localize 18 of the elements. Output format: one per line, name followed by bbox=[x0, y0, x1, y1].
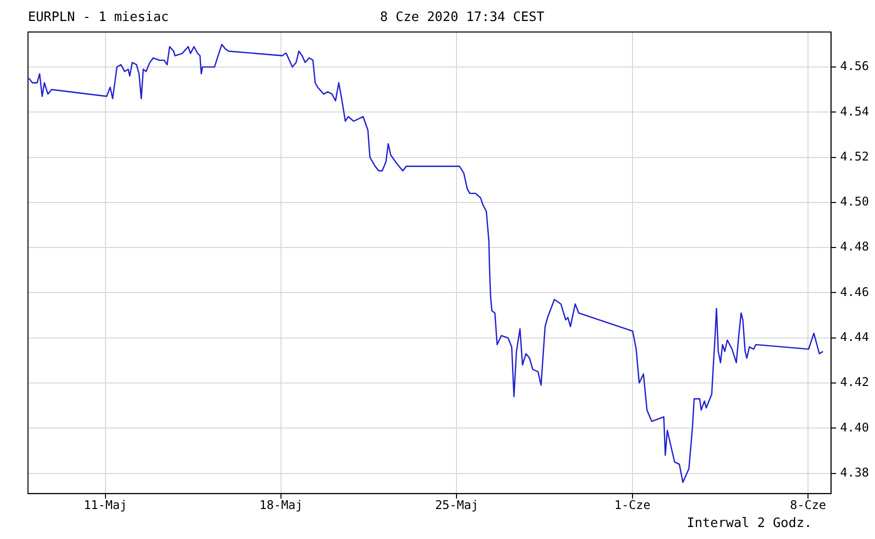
y-tick-label: 4.46 bbox=[840, 284, 870, 299]
y-tick-label: 4.56 bbox=[840, 59, 870, 74]
y-tick-label: 4.50 bbox=[840, 194, 870, 209]
y-tick-label: 4.40 bbox=[840, 420, 870, 434]
y-tick-label: 4.42 bbox=[840, 375, 870, 390]
chart-title: EURPLN - 1 miesiac bbox=[28, 10, 169, 25]
x-tick-label: 11-Maj bbox=[84, 498, 128, 512]
x-tick-label: 18-Maj bbox=[259, 498, 303, 512]
text: Interwal 2 Godz. bbox=[686, 516, 812, 531]
y-tick-label: 4.38 bbox=[840, 465, 870, 480]
y-tick-label: 4.44 bbox=[840, 330, 870, 344]
y-tick-label: 4.52 bbox=[840, 149, 870, 164]
y-tick-label: 4.54 bbox=[840, 104, 870, 118]
y-tick-label: 4.48 bbox=[840, 240, 870, 254]
x-tick-label: 8-Cze bbox=[790, 498, 826, 512]
x-tick-label: 25-Maj bbox=[435, 498, 478, 512]
x-tick-label: 1-Cze bbox=[614, 498, 650, 512]
chart-subtitle: 8 Cze 2020 17:34 CEST bbox=[380, 10, 544, 25]
